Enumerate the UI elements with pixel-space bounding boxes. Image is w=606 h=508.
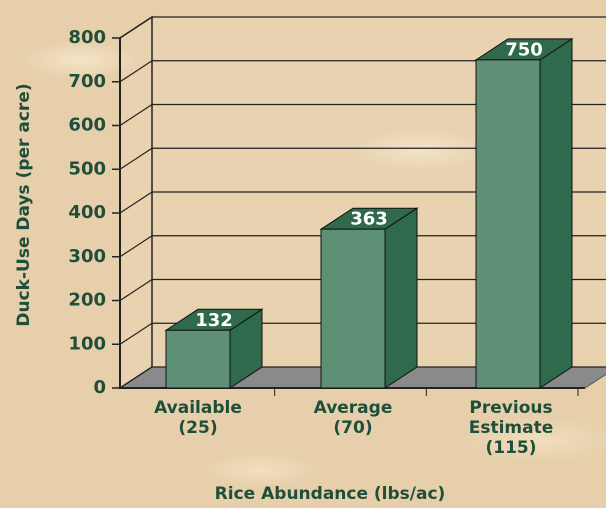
- y-tick-label: 700: [68, 71, 106, 92]
- y-tick-label: 0: [93, 377, 106, 398]
- y-tick-label: 600: [68, 115, 106, 136]
- x-tick-label: Available (25): [143, 398, 253, 438]
- y-tick-label: 200: [68, 290, 106, 311]
- bar: [476, 60, 540, 388]
- bar: [166, 330, 230, 388]
- y-tick-label: 400: [68, 202, 106, 223]
- bar: [321, 229, 385, 388]
- chart: Duck-Use Days (per acre) Rice Abundance …: [0, 0, 606, 508]
- y-axis-label: Duck-Use Days (per acre): [14, 83, 34, 326]
- y-tick-label: 500: [68, 158, 106, 179]
- value-label: 363: [350, 209, 388, 230]
- y-tick-label: 300: [68, 246, 106, 267]
- bar-side: [540, 39, 572, 388]
- value-label: 750: [505, 39, 543, 60]
- x-tick-label: Previous Estimate (115): [461, 398, 561, 458]
- y-tick-label: 800: [68, 27, 106, 48]
- y-tick-label: 100: [68, 333, 106, 354]
- bar-side: [385, 208, 417, 388]
- x-axis-label: Rice Abundance (lbs/ac): [215, 484, 446, 504]
- value-label: 132: [195, 310, 233, 331]
- x-tick-label: Average (70): [298, 398, 408, 438]
